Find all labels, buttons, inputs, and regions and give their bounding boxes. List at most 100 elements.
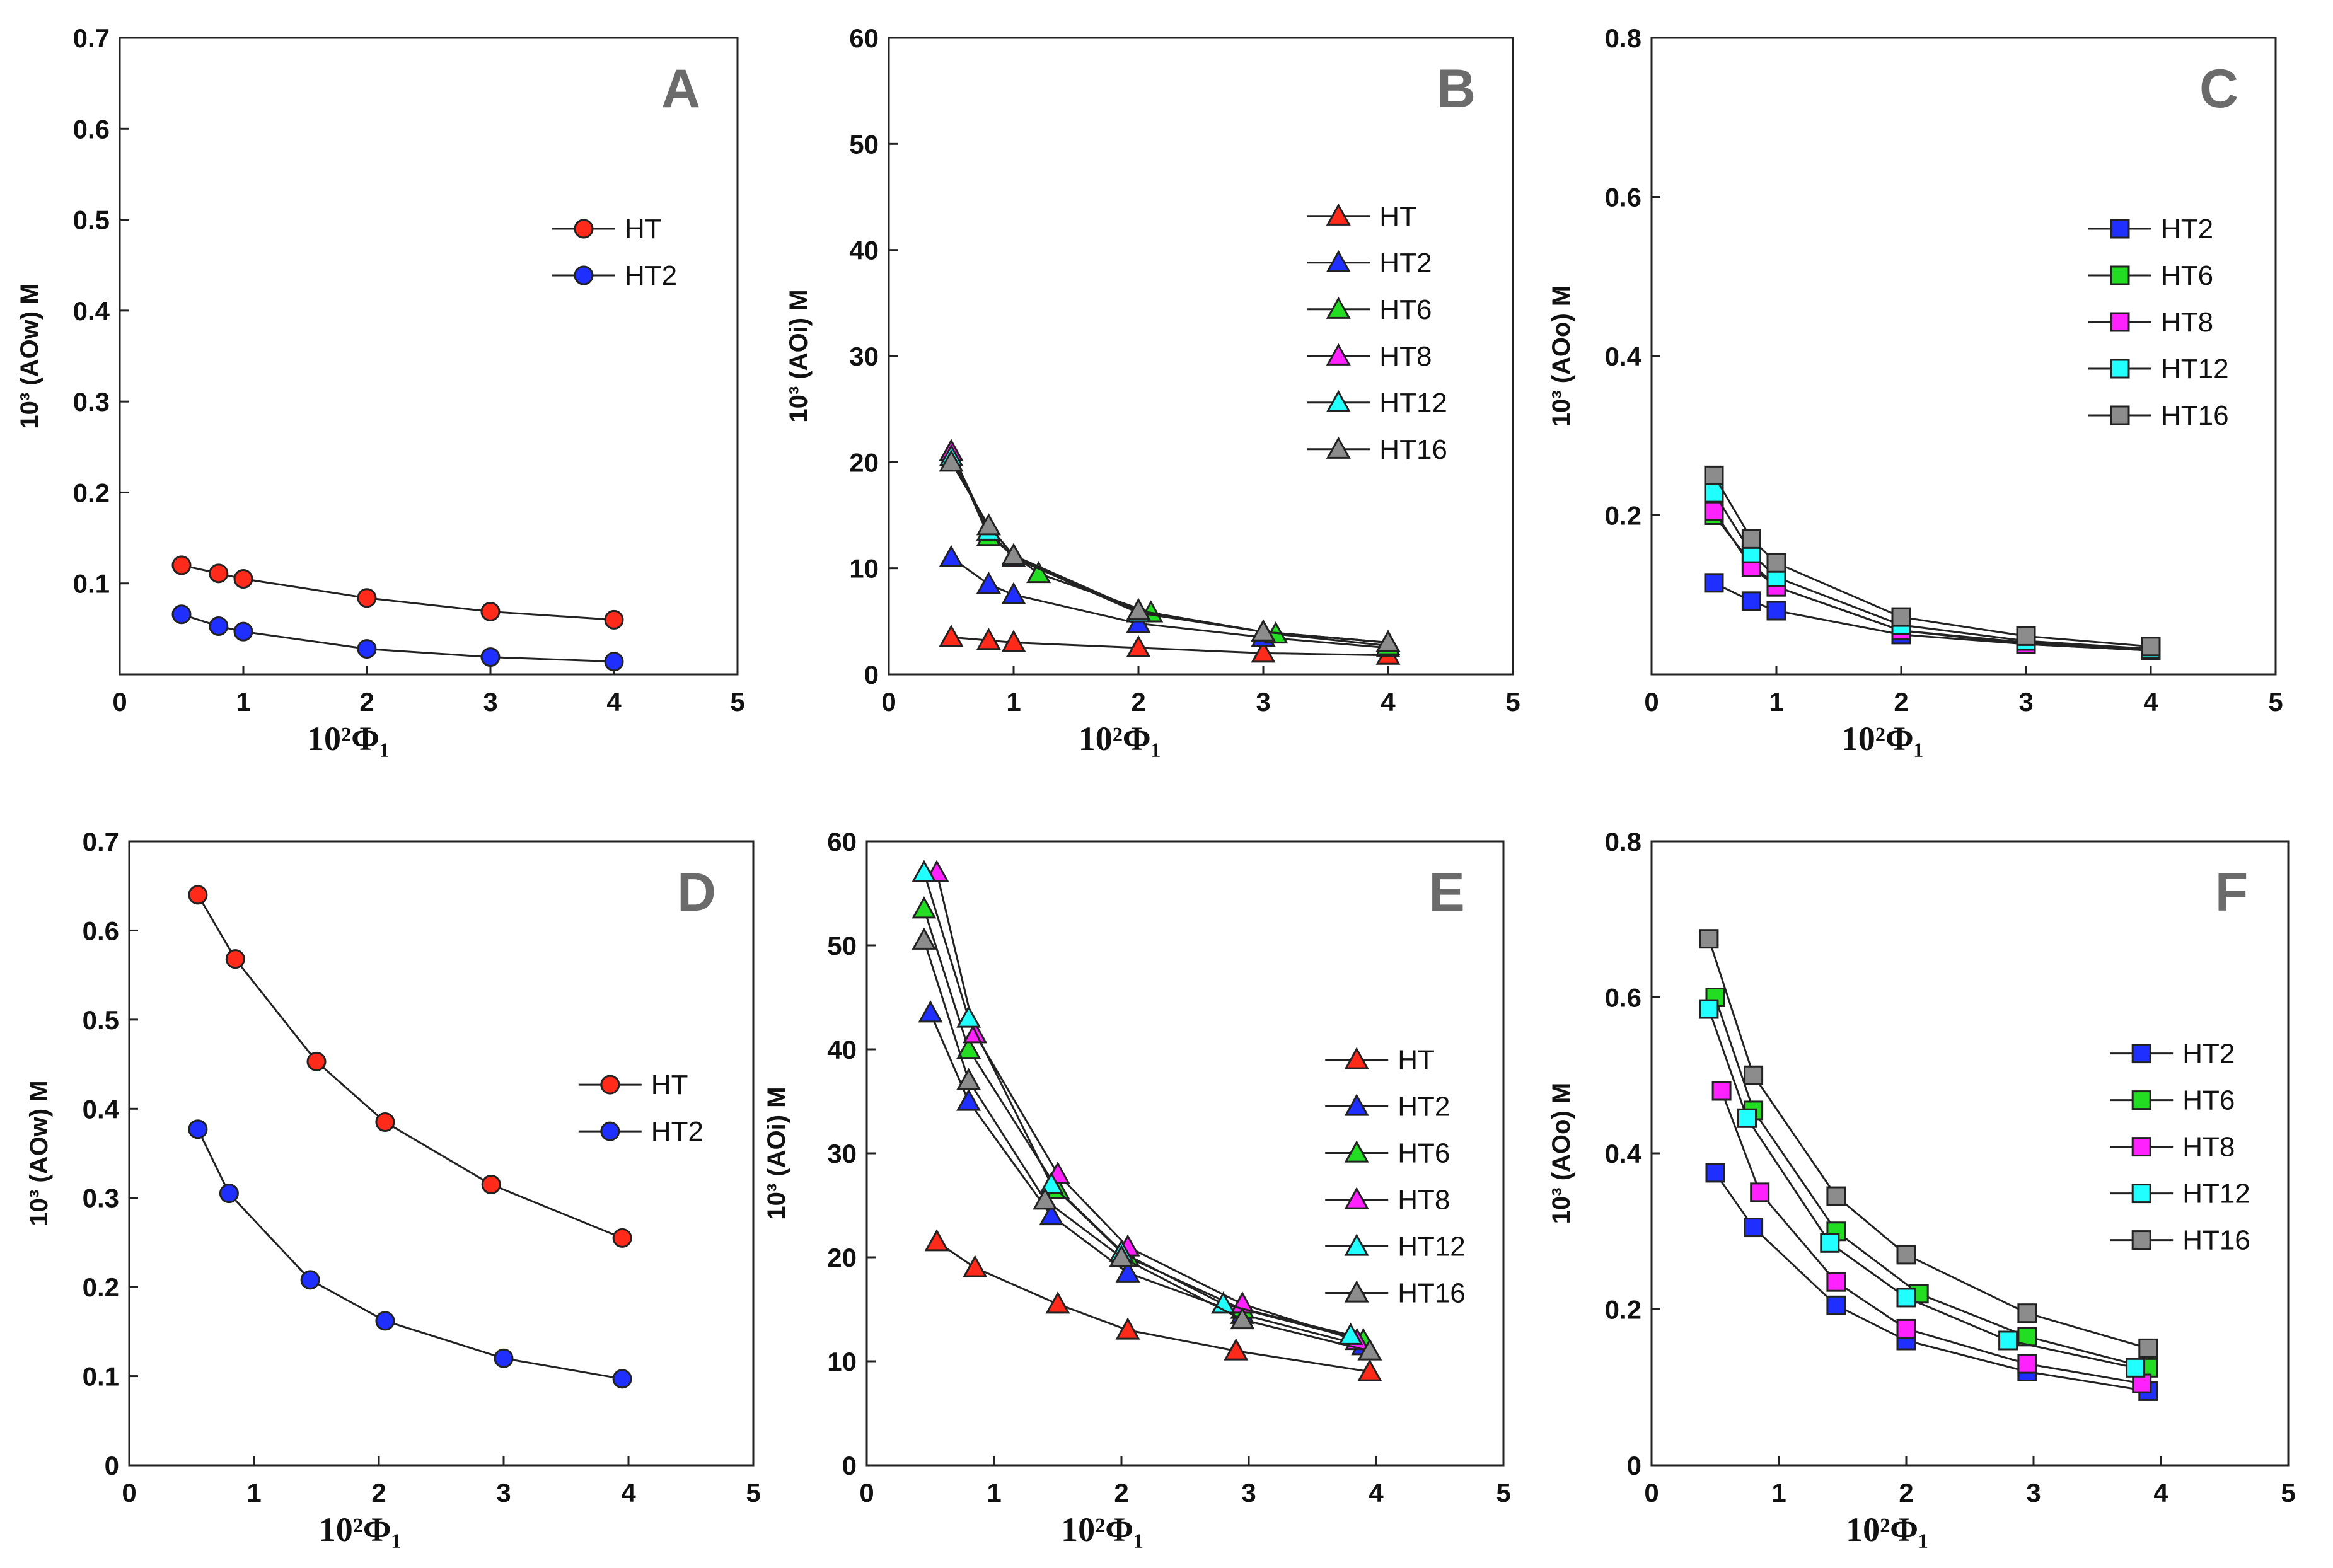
legend-marker (2110, 265, 2130, 285)
legend-marker (1344, 1093, 1369, 1116)
y-tick-label: 0.5 (83, 1005, 119, 1035)
data-point (2138, 1338, 2158, 1358)
data-point (1750, 1182, 1770, 1202)
data-point (956, 1005, 981, 1028)
series-line (1713, 475, 2151, 648)
series-ht6 (912, 896, 1376, 1351)
data-point (912, 927, 937, 950)
y-axis-label: 10³ (AOo) M (1548, 285, 1575, 427)
y-axis-label: 10³ (AOo) M (1548, 1083, 1575, 1224)
data-point (1126, 635, 1151, 658)
series-line (197, 1129, 623, 1380)
data-point (976, 513, 1001, 536)
series-line (923, 872, 1351, 1337)
data-point (1375, 630, 1401, 652)
x-tick-label: 3 (2026, 1478, 2041, 1507)
series-line (1714, 1172, 2149, 1392)
data-point (480, 647, 501, 667)
y-tick-label: 30 (827, 1139, 857, 1168)
series-line (923, 908, 1364, 1342)
y-tick-label: 0.1 (73, 569, 110, 599)
x-tick-label: 5 (730, 687, 744, 717)
data-point (1741, 529, 1761, 549)
x-tick-label: 0 (859, 1478, 874, 1507)
data-point (1820, 1233, 1840, 1253)
x-axis-label: 10²Φ₁ (1841, 720, 1924, 758)
data-point (939, 545, 964, 567)
legend: HT HT2 (578, 1069, 703, 1147)
legend-marker (1344, 1233, 1369, 1256)
x-tick-label: 0 (1644, 1478, 1659, 1507)
data-point (939, 449, 964, 472)
series-line (936, 1241, 1370, 1373)
data-point (188, 1119, 208, 1139)
y-tick-label: 0.4 (1605, 1139, 1642, 1168)
series-ht8 (939, 439, 1401, 652)
legend-marker (600, 1075, 620, 1095)
data-point (2017, 1303, 2037, 1323)
series-line (950, 451, 1389, 643)
data-point (2016, 626, 2036, 646)
data-point (1033, 1187, 1058, 1210)
data-point (1826, 1272, 1846, 1292)
legend-marker (1344, 1140, 1369, 1163)
data-point (1896, 1245, 1916, 1265)
series-ht16 (912, 927, 1382, 1361)
y-axis-label: 10³ (AOw) M (16, 283, 43, 429)
legend-label: HT2 (2182, 1039, 2235, 1069)
y-tick-label: 0.3 (83, 1184, 119, 1213)
data-point (357, 588, 377, 608)
series-line (1708, 938, 2149, 1349)
data-point (1699, 999, 1719, 1019)
series-ht6 (939, 439, 1401, 655)
legend-marker (2110, 219, 2130, 239)
series-line (950, 461, 1389, 643)
x-axis-label: 10²Φ₁ (319, 1511, 402, 1548)
y-tick-label: 0.6 (1605, 983, 1641, 1013)
series-ht16 (1699, 929, 2158, 1358)
panel-letter: B (1437, 59, 1476, 119)
data-point (1766, 601, 1786, 621)
series-line (923, 940, 1370, 1352)
data-point (1711, 1081, 1732, 1101)
y-tick-label: 0.4 (1605, 342, 1642, 371)
legend-marker (2131, 1184, 2151, 1204)
x-tick-label: 4 (1369, 1478, 1384, 1507)
data-point (480, 601, 501, 621)
panel-letter: D (677, 862, 716, 923)
legend-label: HT2 (2161, 214, 2213, 245)
data-point (209, 563, 229, 584)
x-tick-label: 4 (1381, 687, 1396, 717)
data-point (1826, 1186, 1846, 1206)
legend-label: HT8 (1379, 341, 1432, 372)
data-point (912, 896, 937, 919)
legend-label: HT2 (1398, 1092, 1450, 1122)
x-tick-label: 3 (483, 687, 497, 717)
y-tick-label: 0.7 (83, 827, 119, 856)
x-tick-label: 3 (1241, 1478, 1256, 1507)
x-tick-label: 3 (2018, 687, 2033, 717)
x-axis-label: 10²Φ₁ (307, 720, 390, 758)
legend: HT HT2 (552, 214, 677, 291)
data-point (604, 652, 624, 672)
series-ht2 (1705, 1163, 2158, 1401)
data-point (924, 1229, 949, 1252)
plot-frame (119, 37, 739, 676)
x-tick-label: 0 (1644, 687, 1659, 717)
legend-label: HT12 (2182, 1179, 2250, 1209)
x-tick-label: 1 (987, 1478, 1001, 1507)
series-line (1720, 1090, 2142, 1385)
x-tick-label: 4 (606, 687, 622, 717)
data-point (225, 949, 245, 969)
data-point (1998, 1330, 2018, 1351)
legend-label: HT (1379, 201, 1416, 232)
data-point (481, 1175, 501, 1194)
x-tick-label: 5 (2268, 687, 2283, 717)
y-tick-label: 0 (1627, 1451, 1641, 1480)
panel-letter: C (2199, 59, 2238, 119)
data-point (1001, 630, 1026, 652)
data-point (963, 1255, 988, 1277)
y-axis-label: 10³ (AOi) M (763, 1087, 790, 1219)
